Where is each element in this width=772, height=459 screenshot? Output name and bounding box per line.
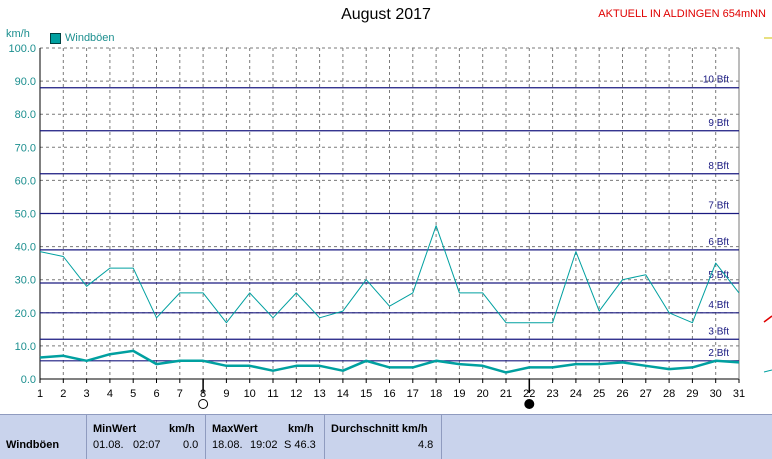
y-tick-label: 20.0 <box>15 308 36 320</box>
min-header: MinWert <box>93 423 137 435</box>
series-line-mean <box>39 349 740 374</box>
y-tick-label: 70.0 <box>15 142 36 154</box>
edge-mark <box>763 369 772 373</box>
legend: Windböen <box>50 32 115 44</box>
avg-cell: Durchschnitt km/h 4.8 <box>325 415 442 459</box>
max-value: S 46.3 <box>284 439 316 451</box>
max-unit: km/h <box>288 423 314 435</box>
beaufort-label: 2 Bft <box>708 348 729 359</box>
x-tick-label: 29 <box>686 388 698 400</box>
x-tick-label: 19 <box>453 388 465 400</box>
x-tick-label: 7 <box>177 388 183 400</box>
max-cell: MaxWert km/h 18.08. 19:02 S 46.3 <box>206 415 325 459</box>
x-tick-label: 11 <box>267 388 278 400</box>
beaufort-label: 6 Bft <box>708 237 729 248</box>
x-tick-label: 23 <box>546 388 558 400</box>
new-moon-icon <box>524 399 535 409</box>
min-date: 01.08. <box>93 439 124 451</box>
x-tick-label: 4 <box>107 388 113 400</box>
row-label-cell: Windböen <box>0 415 87 459</box>
x-tick-label: 16 <box>383 388 395 400</box>
x-tick-label: 3 <box>84 388 90 400</box>
x-tick-label: 13 <box>313 388 325 400</box>
y-axis-unit: km/h <box>6 28 30 40</box>
beaufort-label: 3 Bft <box>708 326 729 337</box>
legend-swatch <box>50 32 61 44</box>
y-tick-label: 0.0 <box>21 374 36 386</box>
wind-chart: 0.0 10.0 20.0 30.0 40.0 50.0 60.0 70.0 80.0 90.0 1… <box>8 37 772 409</box>
chart-title: August 2017 <box>341 6 431 23</box>
y-tick-label: 60.0 <box>15 175 36 187</box>
legend-label: Windböen <box>65 32 115 44</box>
x-tick-label: 8 <box>200 388 206 400</box>
y-tick-label: 10.0 <box>15 341 36 353</box>
x-tick-label: 10 <box>244 388 256 400</box>
x-tick-label: 17 <box>407 388 419 400</box>
x-tick-label: 30 <box>710 388 722 400</box>
x-tick-label: 12 <box>290 388 302 400</box>
beaufort-label: 7 Bft <box>708 201 729 212</box>
x-tick-label: 6 <box>153 388 159 400</box>
x-tick-label: 31 <box>733 388 745 400</box>
max-date: 18.08. <box>212 439 243 451</box>
avg-header: Durchschnitt km/h <box>331 423 428 435</box>
y-tick-label: 80.0 <box>15 109 36 121</box>
row-label: Windböen <box>6 439 60 451</box>
y-tick-label: 30.0 <box>15 275 36 287</box>
x-tick-label: 28 <box>663 388 675 400</box>
x-tick-label: 21 <box>500 388 512 400</box>
beaufort-label: 10 Bft <box>703 75 729 86</box>
min-unit: km/h <box>169 423 195 435</box>
x-tick-label: 18 <box>430 388 442 400</box>
x-tick-label: 20 <box>477 388 489 400</box>
max-time: 19:02 <box>250 439 278 451</box>
beaufort-label: 4 Bft <box>708 300 729 311</box>
x-tick-label: 22 <box>523 388 535 400</box>
avg-value: 4.8 <box>418 439 434 451</box>
statistics-panel: Windböen MinWert km/h 01.08. 02:07 0.0 M… <box>0 414 772 459</box>
beaufort-label: 8 Bft <box>708 161 729 172</box>
x-tick-label: 5 <box>130 388 136 400</box>
station-label: AKTUELL IN ALDINGEN 654mNN <box>598 8 766 20</box>
x-tick-label: 25 <box>593 388 605 400</box>
max-header: MaxWert <box>212 423 258 435</box>
min-time: 02:07 <box>133 439 161 451</box>
x-tick-label: 2 <box>60 388 66 400</box>
series-line-gusts <box>39 225 740 324</box>
edge-mark <box>763 315 772 323</box>
x-tick-label: 1 <box>37 388 43 400</box>
y-tick-label: 100.0 <box>8 43 36 55</box>
x-tick-label: 9 <box>223 388 229 400</box>
beaufort-label: 9 Bft <box>708 118 729 129</box>
min-value: 0.0 <box>183 439 199 451</box>
y-tick-label: 50.0 <box>15 209 36 221</box>
x-tick-label: 27 <box>640 388 652 400</box>
full-moon-icon <box>198 399 209 409</box>
x-tick-label: 26 <box>616 388 628 400</box>
beaufort-label: 5 Bft <box>708 270 729 281</box>
x-tick-label: 15 <box>360 388 372 400</box>
x-tick-label: 24 <box>570 388 582 400</box>
y-tick-label: 90.0 <box>15 76 36 88</box>
y-tick-label: 40.0 <box>15 242 36 254</box>
x-tick-label: 14 <box>337 388 349 400</box>
min-cell: MinWert km/h 01.08. 02:07 0.0 <box>87 415 206 459</box>
